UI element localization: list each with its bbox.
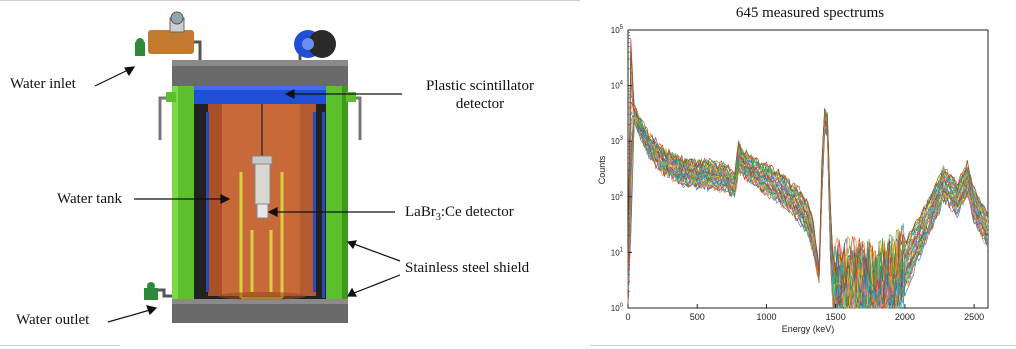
pump xyxy=(294,30,336,60)
x-tick-label: 2500 xyxy=(964,312,984,322)
diagram-arrows xyxy=(94,66,402,323)
x-tick-label: 1000 xyxy=(756,312,776,322)
x-tick-label: 0 xyxy=(625,312,630,322)
spectrum-line xyxy=(627,61,989,296)
label-plastic-scintillator: Plastic scintillator detector xyxy=(405,77,555,113)
label-water-outlet: Water outlet xyxy=(16,312,90,328)
spectrum-line xyxy=(627,38,989,292)
label-stainless-shield: Stainless steel shield xyxy=(405,260,530,276)
x-tick-label: 500 xyxy=(690,312,705,322)
label-labr3: LaBr3:Ce detector xyxy=(405,204,514,223)
label-water-tank: Water tank xyxy=(57,191,123,207)
detector-diagram xyxy=(135,11,362,323)
labr3-detector xyxy=(251,155,273,219)
spectrum-chart: 0 500 1000 1500 2000 2500 100101102103104105 … xyxy=(597,25,989,334)
y-tick-label: 100 xyxy=(611,303,624,313)
label-plastic-scintillator-line2: detector xyxy=(455,96,505,112)
frame-rule-bottom xyxy=(0,345,120,346)
water-outlet-valve xyxy=(144,282,172,300)
y-tick-label: 103 xyxy=(611,136,624,146)
frame-rule-bottom-right xyxy=(590,345,1016,346)
label-plastic-scintillator-line1: Plastic scintillator xyxy=(426,78,534,94)
x-axis-ticks: 0 500 1000 1500 2000 2500 xyxy=(625,304,984,322)
label-water-inlet: Water inlet xyxy=(10,76,76,92)
x-tick-label: 1500 xyxy=(826,312,846,322)
y-tick-label: 104 xyxy=(611,81,624,91)
y-tick-label: 102 xyxy=(611,192,624,202)
chart-title: 645 measured spectrums xyxy=(735,5,885,21)
x-tick-label: 2000 xyxy=(895,312,915,322)
spectra-lines xyxy=(627,38,989,310)
x-axis-label: Energy (keV) xyxy=(782,324,835,334)
frame-rule-top xyxy=(0,0,580,1)
spectrum-line xyxy=(627,116,989,309)
y-tick-label: 105 xyxy=(611,25,624,35)
y-tick-label: 101 xyxy=(611,247,624,257)
y-axis-label: Counts xyxy=(597,155,607,184)
y-axis-ticks: 100 101 102 103 104 105 xyxy=(611,25,632,313)
water-inlet-valve xyxy=(135,11,202,60)
